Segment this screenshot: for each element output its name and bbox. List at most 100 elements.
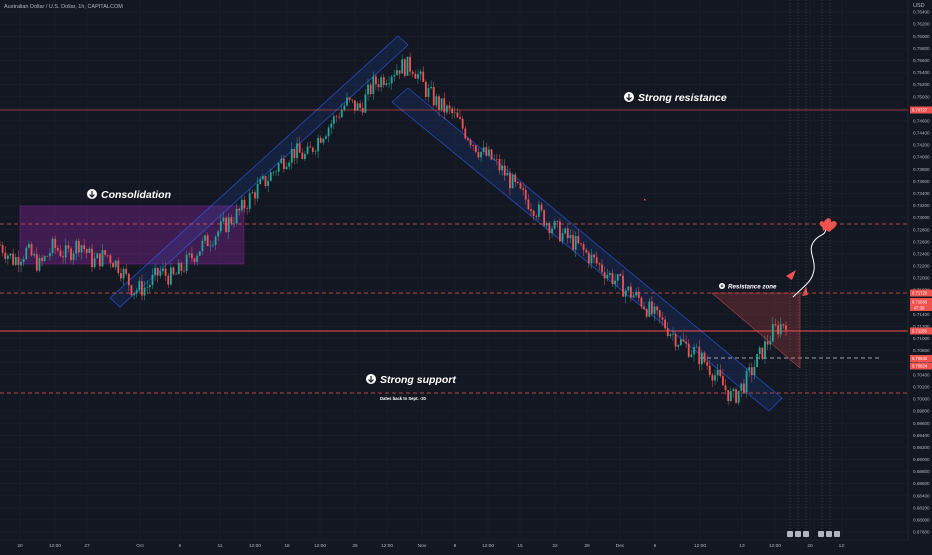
candle-down bbox=[12, 253, 15, 265]
symbol-title[interactable]: Australian Dollar / U.S. Dollar, 1h, CAP… bbox=[4, 4, 123, 10]
time-tick-label: 22 bbox=[552, 543, 558, 549]
candle-up bbox=[401, 59, 404, 74]
time-tick-label: 18 bbox=[284, 543, 290, 549]
candle-down bbox=[117, 260, 120, 274]
candle-down bbox=[503, 165, 506, 176]
annotation-strong-resistance: Strong resistance bbox=[624, 92, 727, 104]
time-tick-label: 20 bbox=[17, 543, 23, 549]
candle-down bbox=[46, 256, 49, 257]
time-scale[interactable] bbox=[0, 540, 932, 550]
rising-channel bbox=[109, 35, 409, 308]
candle-down bbox=[4, 252, 7, 259]
candle-down bbox=[130, 285, 133, 296]
candle-down bbox=[230, 217, 233, 224]
candle-down bbox=[708, 365, 711, 375]
candle-down bbox=[514, 174, 517, 182]
price-scale[interactable] bbox=[908, 0, 932, 550]
candle-down bbox=[643, 306, 645, 310]
price-tick-label: 0.69600 bbox=[913, 421, 930, 426]
candle-down bbox=[432, 87, 435, 106]
candle-up bbox=[9, 253, 12, 256]
candle-down bbox=[109, 255, 112, 263]
candle-down bbox=[59, 250, 62, 257]
candle-up bbox=[716, 370, 719, 376]
price-tick-label: 0.74200 bbox=[913, 143, 930, 148]
candle-up bbox=[159, 271, 162, 276]
candle-up bbox=[143, 287, 146, 296]
candle-down bbox=[685, 341, 688, 344]
candle-up bbox=[222, 217, 225, 222]
candle-up bbox=[482, 147, 485, 152]
candle-down bbox=[750, 367, 753, 376]
candle-up bbox=[272, 171, 275, 173]
candle-down bbox=[361, 107, 364, 113]
candle-down bbox=[351, 99, 354, 101]
candle-down bbox=[593, 254, 596, 258]
candle-up bbox=[259, 179, 262, 184]
price-tag-mid: 0.71186 bbox=[910, 327, 932, 335]
candle-down bbox=[535, 215, 538, 217]
candle-down bbox=[193, 258, 196, 262]
candle-up bbox=[679, 339, 682, 346]
candle-down bbox=[603, 272, 606, 279]
candle-up bbox=[72, 253, 75, 260]
candle-down bbox=[85, 249, 88, 253]
price-tick-label: 0.67800 bbox=[913, 530, 930, 535]
candle-up bbox=[280, 158, 283, 164]
candle-up bbox=[148, 285, 151, 288]
candle-down bbox=[761, 347, 764, 359]
candle-down bbox=[120, 273, 122, 279]
economic-event-icons[interactable] bbox=[787, 531, 840, 537]
candle-up bbox=[574, 236, 577, 250]
candle-up bbox=[417, 74, 419, 79]
time-scale-ticks: 20 12:00 27 Oct 6 11 12:00 18 12:00 25 12:00 Nov 8 12… bbox=[17, 543, 845, 549]
candle-up bbox=[624, 290, 627, 297]
candle-up bbox=[756, 354, 758, 367]
candle-up bbox=[22, 258, 25, 262]
candle-up bbox=[632, 295, 635, 298]
price-tick-label: 0.72400 bbox=[913, 251, 930, 256]
candle-up bbox=[96, 253, 99, 259]
candle-down bbox=[598, 263, 601, 265]
time-tick-label: Oct bbox=[136, 543, 144, 549]
candle-down bbox=[524, 189, 527, 200]
candle-down bbox=[359, 103, 362, 108]
candle-down bbox=[456, 112, 459, 118]
candle-down bbox=[474, 145, 477, 153]
candle-down bbox=[254, 192, 256, 199]
candle-up bbox=[396, 70, 398, 76]
price-tick-label: 0.75200 bbox=[913, 82, 930, 87]
svg-text:0.70640: 0.70640 bbox=[912, 356, 928, 361]
candle-up bbox=[185, 254, 188, 271]
price-tag-extra: 0.70624 bbox=[910, 362, 932, 370]
candle-down bbox=[543, 210, 546, 226]
candle-down bbox=[722, 376, 724, 386]
candle-down bbox=[582, 244, 585, 250]
price-tick-label: 0.69200 bbox=[913, 445, 930, 450]
candle-up bbox=[288, 162, 291, 167]
price-tick-label: 0.69800 bbox=[913, 409, 930, 414]
candle-up bbox=[201, 240, 204, 252]
candle-up bbox=[627, 286, 630, 291]
candle-down bbox=[98, 253, 101, 267]
candle-down bbox=[461, 118, 464, 129]
time-tick-label: 25 bbox=[352, 543, 358, 549]
candle-down bbox=[459, 117, 461, 119]
candle-up bbox=[80, 245, 83, 253]
candle-down bbox=[664, 319, 666, 329]
candle-down bbox=[62, 256, 64, 258]
candle-up bbox=[561, 233, 564, 242]
candle-up bbox=[138, 280, 141, 291]
annotation-consolidation: Consolidation bbox=[87, 189, 171, 201]
candle-up bbox=[256, 183, 259, 199]
candle-up bbox=[635, 291, 638, 296]
candle-down bbox=[411, 71, 414, 74]
candle-down bbox=[311, 147, 314, 152]
candle-down bbox=[283, 158, 285, 170]
candle-down bbox=[559, 221, 561, 242]
candle-up bbox=[248, 193, 251, 209]
candle-up bbox=[390, 76, 393, 84]
candle-down bbox=[519, 182, 522, 189]
